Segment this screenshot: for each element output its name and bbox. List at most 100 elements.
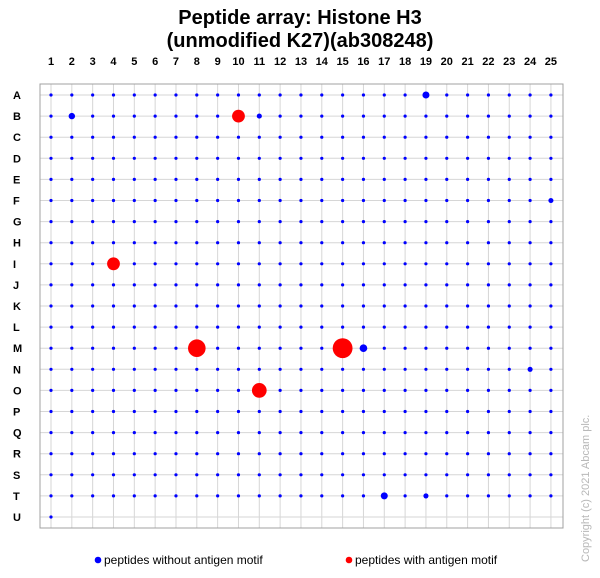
spot-F7	[174, 198, 178, 203]
spot-K17	[382, 304, 386, 308]
spot-B3	[91, 114, 95, 118]
spot-O10	[236, 388, 241, 392]
spot-B23	[507, 114, 511, 118]
spot-H5	[132, 241, 136, 245]
spot-E25	[549, 177, 553, 181]
spot-G11	[257, 220, 261, 224]
spot-H17	[382, 241, 386, 245]
spot-P19	[424, 409, 428, 414]
spot-L2	[70, 325, 74, 329]
spot-A16	[361, 93, 366, 97]
spot-A6	[153, 93, 157, 97]
spot-N18	[403, 367, 407, 371]
spot-F6	[153, 198, 157, 203]
spot-L16	[361, 325, 366, 329]
plot-frame	[39, 83, 564, 529]
spot-L24	[528, 325, 532, 329]
spot-D17	[382, 156, 386, 160]
spot-H22	[486, 241, 491, 245]
spot-M16	[359, 344, 368, 353]
spot-M11	[257, 346, 261, 350]
row-label-C: C	[13, 132, 21, 144]
spot-P18	[403, 409, 407, 414]
spot-P4	[111, 409, 116, 414]
column-label-12: 12	[274, 56, 286, 68]
spot-C23	[507, 135, 511, 139]
spot-O6	[153, 388, 157, 392]
spot-N10	[236, 367, 241, 371]
spot-O1	[49, 388, 53, 392]
spot-H9	[216, 241, 220, 245]
spot-I24	[528, 262, 532, 266]
spot-N24	[527, 366, 533, 372]
spot-J17	[382, 283, 386, 287]
spot-I25	[549, 262, 553, 266]
spot-M25	[549, 346, 553, 350]
spot-E21	[466, 177, 470, 181]
spot-E12	[278, 177, 282, 181]
spot-T25	[549, 494, 553, 498]
spot-K21	[466, 304, 470, 308]
spot-A23	[507, 93, 511, 97]
spot-J7	[174, 283, 178, 287]
row-label-K: K	[13, 301, 21, 313]
spot-F5	[132, 198, 136, 203]
spot-K2	[70, 304, 74, 308]
spot-T12	[278, 494, 282, 498]
spot-M23	[507, 346, 511, 350]
spot-T10	[236, 494, 241, 498]
spot-J8	[195, 283, 199, 287]
spot-S1	[49, 473, 53, 477]
spot-E10	[236, 177, 241, 181]
spot-A18	[403, 93, 407, 97]
spot-Q3	[91, 431, 95, 435]
spot-D11	[257, 156, 261, 160]
spot-B14	[320, 114, 324, 118]
spot-G22	[486, 220, 491, 224]
spot-O8	[195, 388, 199, 392]
spot-G13	[299, 220, 303, 224]
spot-N14	[320, 367, 324, 371]
spot-Q25	[549, 431, 553, 435]
column-label-5: 5	[131, 56, 137, 68]
spot-T5	[132, 494, 136, 498]
spot-J14	[320, 283, 324, 287]
spot-S11	[257, 473, 261, 477]
row-label-T: T	[13, 491, 20, 503]
spot-S23	[507, 473, 511, 477]
spot-P12	[278, 409, 282, 414]
spot-F23	[507, 198, 511, 203]
legend-marker-with-motif	[345, 556, 353, 564]
spot-I4	[107, 257, 120, 271]
spot-R6	[153, 452, 157, 456]
spot-F22	[486, 198, 491, 203]
column-labels: 1 2 3 4 5 6 7 8 9 10 11 12 13 14 15 16 17 18 19 20 21 22 23 24 2…	[48, 56, 557, 68]
spot-O21	[466, 388, 470, 392]
spot-T9	[216, 494, 220, 498]
spot-N22	[486, 367, 491, 371]
spot-H15	[341, 241, 345, 245]
spot-H4	[111, 241, 116, 245]
row-label-D: D	[13, 153, 21, 165]
spot-O17	[382, 388, 386, 392]
spot-L7	[174, 325, 178, 329]
spot-S3	[91, 473, 95, 477]
spot-P21	[466, 409, 470, 414]
spot-M9	[216, 346, 220, 350]
spot-N12	[278, 367, 282, 371]
spot-G23	[507, 220, 511, 224]
spot-N3	[91, 367, 95, 371]
column-label-11: 11	[253, 56, 265, 68]
spot-P10	[236, 409, 241, 414]
spot-S19	[424, 473, 428, 477]
row-label-I: I	[13, 259, 16, 271]
spot-B8	[195, 114, 199, 118]
spot-J10	[236, 283, 241, 287]
spot-T20	[445, 494, 449, 498]
spot-I17	[382, 262, 386, 266]
spot-A2	[70, 93, 74, 97]
spot-E22	[486, 177, 491, 181]
spot-C3	[91, 135, 95, 139]
spot-R15	[341, 452, 345, 456]
